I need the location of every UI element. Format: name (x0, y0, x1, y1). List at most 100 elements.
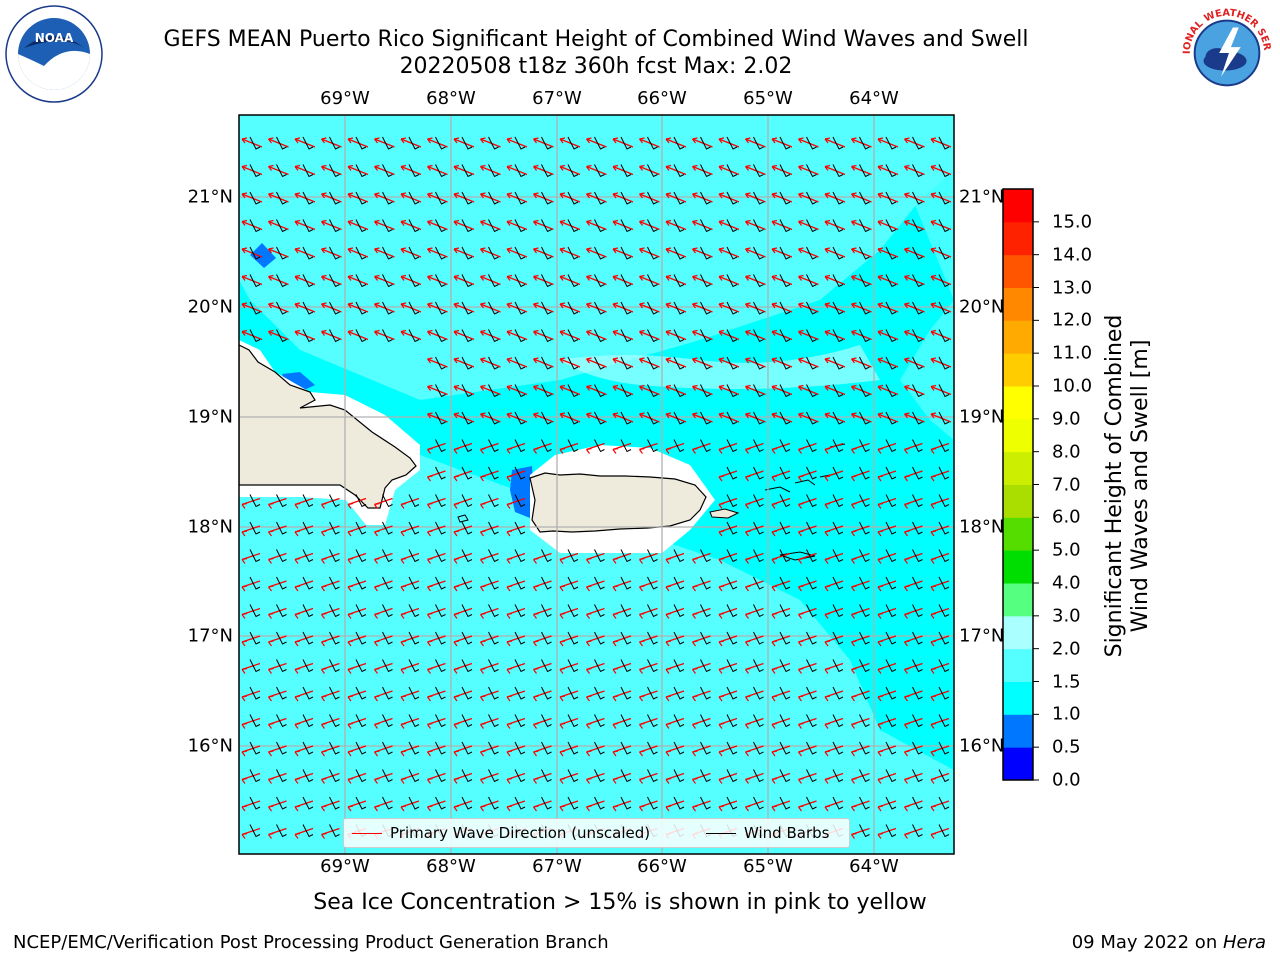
wind-barb (488, 356, 499, 370)
wave-height-zone-1.5-2.0 (239, 410, 954, 854)
wave-direction-arrowhead (930, 557, 937, 564)
wave-direction-arrowhead (930, 777, 937, 784)
wind-barb (620, 769, 632, 783)
wave-direction-arrowhead (506, 612, 513, 619)
wave-direction-arrow (639, 275, 660, 286)
wind-barb (859, 191, 870, 205)
wave-direction-arrow (427, 275, 448, 286)
wave-direction-arrowhead (533, 447, 539, 454)
wave-direction-arrow (321, 248, 342, 258)
wind-barb (832, 246, 844, 260)
wave-direction-arrowhead (480, 502, 486, 509)
wave-direction-arrowhead (241, 777, 248, 784)
wave-direction-arrowhead (427, 164, 433, 171)
wind-barb (779, 219, 791, 233)
wind-barb (355, 329, 367, 343)
wind-barb (832, 191, 844, 205)
wind-barb (541, 246, 552, 260)
wind-barb (620, 686, 632, 700)
wave-direction-arrowhead (294, 164, 301, 171)
wave-direction-arrow (268, 193, 289, 203)
wave-direction-arrowhead (400, 557, 407, 564)
wind-barb (488, 411, 499, 425)
wind-barb (329, 329, 340, 343)
wave-direction-arrowhead (268, 247, 274, 254)
wind-barb (700, 411, 711, 425)
wind-barb (885, 274, 897, 288)
wave-direction-arrowhead (824, 164, 831, 171)
wave-direction-arrowhead (904, 274, 910, 281)
wave-direction-arrow (533, 385, 554, 396)
colorbar-swatch (1003, 418, 1033, 453)
wind-barb (276, 301, 287, 315)
wave-direction-arrowhead (427, 640, 433, 647)
wind-barb (435, 521, 446, 535)
wave-direction-arrowhead (294, 247, 301, 254)
wave-direction-arrowhead (904, 695, 910, 702)
legend-item-wave: Primary Wave Direction (unscaled) (352, 824, 650, 842)
wave-direction-arrowhead (559, 247, 566, 254)
wave-direction-arrow (321, 275, 342, 286)
wave-direction-arrow (771, 138, 793, 148)
wind-barb (753, 384, 764, 398)
wave-direction-arrow (374, 303, 395, 313)
wave-direction-arrow (480, 330, 501, 341)
wind-barb (753, 301, 764, 315)
wave-direction-arrow (374, 165, 395, 176)
wave-direction-arrowhead (798, 750, 804, 757)
wind-barb (514, 521, 526, 535)
wave-direction-arrow (904, 385, 925, 396)
wave-direction-arrow (400, 220, 422, 231)
wave-direction-arrow (718, 358, 740, 368)
wave-direction-arrowhead (480, 137, 486, 144)
wave-direction-arrow (612, 303, 634, 313)
wave-direction-arrowhead (453, 219, 460, 226)
wave-direction-arrowhead (506, 247, 513, 254)
wind-barb (912, 631, 923, 645)
wind-barb (276, 631, 287, 645)
wave-direction-arrow (771, 303, 793, 313)
wave-direction-arrowhead (347, 530, 354, 537)
wave-direction-arrowhead (824, 612, 831, 619)
wind-barb (567, 796, 579, 810)
wave-direction-arrowhead (241, 612, 248, 619)
wind-barb (700, 796, 711, 810)
wave-direction-arrowhead (294, 695, 301, 702)
wave-direction-arrowhead (506, 585, 513, 592)
wave-direction-arrowhead (480, 274, 486, 281)
wind-barb (276, 494, 287, 508)
wind-barb (461, 219, 473, 233)
wind-barb (700, 329, 711, 343)
wave-direction-arrowhead (321, 530, 327, 537)
wave-direction-arrow (877, 248, 899, 258)
wave-direction-arrowhead (851, 530, 857, 537)
wave-direction-arrow (533, 303, 554, 313)
wind-barb (302, 824, 314, 838)
wind-barb (620, 356, 632, 370)
wind-barb (726, 191, 738, 205)
wind-barb (249, 604, 261, 618)
wave-direction-arrow (586, 413, 607, 423)
wave-direction-arrowhead (904, 384, 910, 391)
wave-direction-arrowhead (904, 219, 910, 226)
wave-direction-arrow (506, 138, 528, 148)
wave-direction-arrow (427, 248, 448, 258)
wave-direction-arrowhead (453, 357, 460, 364)
wave-direction-arrow (612, 138, 634, 148)
wind-barb (355, 191, 367, 205)
wind-barb (541, 329, 552, 343)
wave-direction-arrowhead (586, 274, 592, 281)
wave-direction-arrowhead (559, 585, 566, 592)
wave-direction-arrowhead (612, 722, 619, 729)
wave-direction-arrowhead (506, 447, 513, 454)
wind-barb (673, 329, 685, 343)
wind-barb (302, 659, 314, 673)
wave-direction-arrowhead (453, 447, 460, 454)
wave-direction-arrowhead (506, 530, 513, 537)
wave-direction-arrow (824, 193, 846, 203)
wind-barb (567, 576, 579, 590)
wind-barb (806, 219, 817, 233)
wind-barb (806, 329, 817, 343)
wave-direction-arrowhead (533, 247, 539, 254)
wave-direction-arrow (930, 248, 952, 258)
